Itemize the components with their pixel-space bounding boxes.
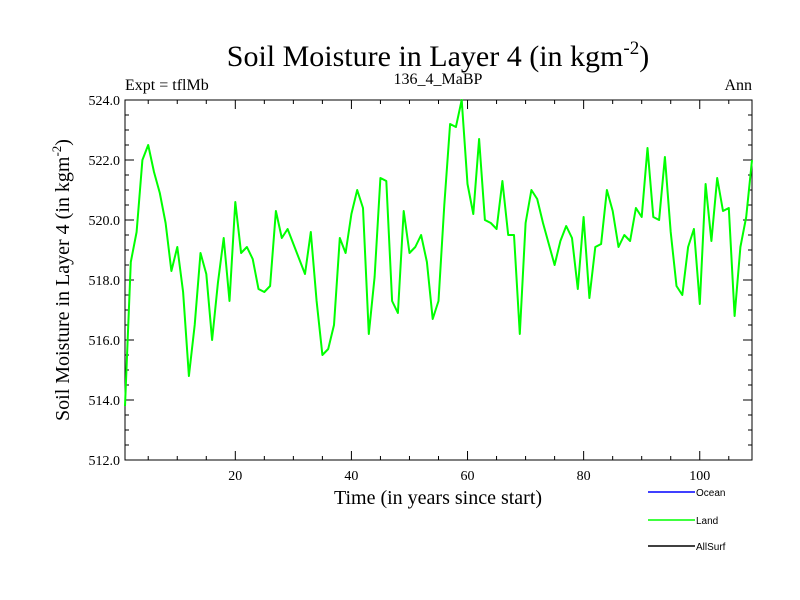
y-tick-label: 520.0 — [89, 214, 121, 229]
y-tick-label: 518.0 — [89, 274, 121, 289]
chart-title-close: ) — [639, 40, 649, 73]
series-group — [124, 99, 753, 407]
y-tick-label: 522.0 — [89, 154, 121, 169]
legend: Ocean Land AllSurf — [648, 488, 726, 553]
y-axis-label: Soil Moisture in Layer 4 (in kgm-2) — [49, 139, 74, 421]
y-tick-label: 514.0 — [89, 394, 121, 409]
legend-label-land: Land — [696, 516, 718, 527]
series-line-land — [124, 99, 753, 407]
y-axis-label-text: Soil Moisture in Layer 4 (in kgm — [52, 156, 74, 421]
y-axis-label-close: ) — [52, 139, 74, 146]
x-tick-label: 40 — [344, 469, 358, 484]
x-tick-label: 100 — [689, 469, 710, 484]
subtitle-right: Ann — [724, 77, 752, 94]
subtitle-center: 136_4_MaBP — [394, 71, 483, 88]
chart-title-text: Soil Moisture in Layer 4 (in kgm — [227, 40, 624, 73]
x-axis-label: Time (in years since start) — [334, 487, 542, 509]
x-tick-label: 20 — [228, 469, 242, 484]
y-tick-label: 524.0 — [89, 94, 121, 109]
y-tick-label: 512.0 — [89, 454, 121, 469]
legend-label-allsurf: AllSurf — [696, 542, 726, 553]
subtitle-left: Expt = tflMb — [125, 77, 209, 94]
legend-label-ocean: Ocean — [696, 488, 725, 499]
y-axis: 512.0 514.0 516.0 518.0 520.0 522.0 524.0 — [89, 94, 752, 469]
chart-title: Soil Moisture in Layer 4 (in kgm-2) — [227, 38, 649, 73]
y-tick-label: 516.0 — [89, 334, 121, 349]
x-tick-label: 80 — [577, 469, 591, 484]
x-axis: 20 40 60 80 100 — [147, 100, 730, 484]
x-tick-label: 60 — [461, 469, 475, 484]
chart-title-superscript: -2 — [623, 38, 639, 59]
y-axis-label-superscript: -2 — [49, 146, 64, 157]
